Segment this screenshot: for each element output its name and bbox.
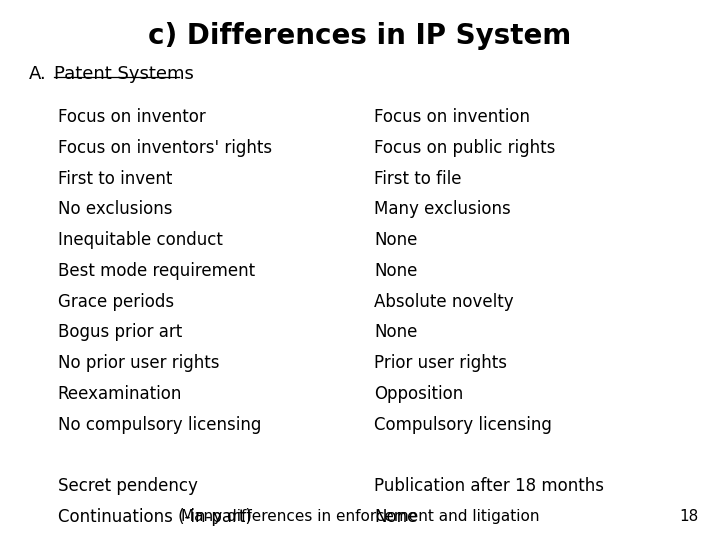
Text: Continuations (-in-part): Continuations (-in-part) xyxy=(58,508,251,526)
Text: First to invent: First to invent xyxy=(58,170,172,187)
Text: First to file: First to file xyxy=(374,170,462,187)
Text: Grace periods: Grace periods xyxy=(58,293,174,310)
Text: Prior user rights: Prior user rights xyxy=(374,354,508,372)
Text: None: None xyxy=(374,262,418,280)
Text: None: None xyxy=(374,508,418,526)
Text: No compulsory licensing: No compulsory licensing xyxy=(58,416,261,434)
Text: Many differences in enforcement and litigation: Many differences in enforcement and liti… xyxy=(181,509,539,524)
Text: Best mode requirement: Best mode requirement xyxy=(58,262,255,280)
Text: Bogus prior art: Bogus prior art xyxy=(58,323,182,341)
Text: 18: 18 xyxy=(679,509,698,524)
Text: Focus on inventors' rights: Focus on inventors' rights xyxy=(58,139,271,157)
Text: Focus on public rights: Focus on public rights xyxy=(374,139,556,157)
Text: No prior user rights: No prior user rights xyxy=(58,354,219,372)
Text: Secret pendency: Secret pendency xyxy=(58,477,197,495)
Text: c) Differences in IP System: c) Differences in IP System xyxy=(148,22,572,50)
Text: Compulsory licensing: Compulsory licensing xyxy=(374,416,552,434)
Text: Patent Systems: Patent Systems xyxy=(54,65,194,83)
Text: None: None xyxy=(374,323,418,341)
Text: Many exclusions: Many exclusions xyxy=(374,200,511,218)
Text: Opposition: Opposition xyxy=(374,385,464,403)
Text: A.: A. xyxy=(29,65,47,83)
Text: Focus on invention: Focus on invention xyxy=(374,108,531,126)
Text: Absolute novelty: Absolute novelty xyxy=(374,293,514,310)
Text: Inequitable conduct: Inequitable conduct xyxy=(58,231,222,249)
Text: No exclusions: No exclusions xyxy=(58,200,172,218)
Text: Publication after 18 months: Publication after 18 months xyxy=(374,477,604,495)
Text: Reexamination: Reexamination xyxy=(58,385,182,403)
Text: None: None xyxy=(374,231,418,249)
Text: Focus on inventor: Focus on inventor xyxy=(58,108,205,126)
